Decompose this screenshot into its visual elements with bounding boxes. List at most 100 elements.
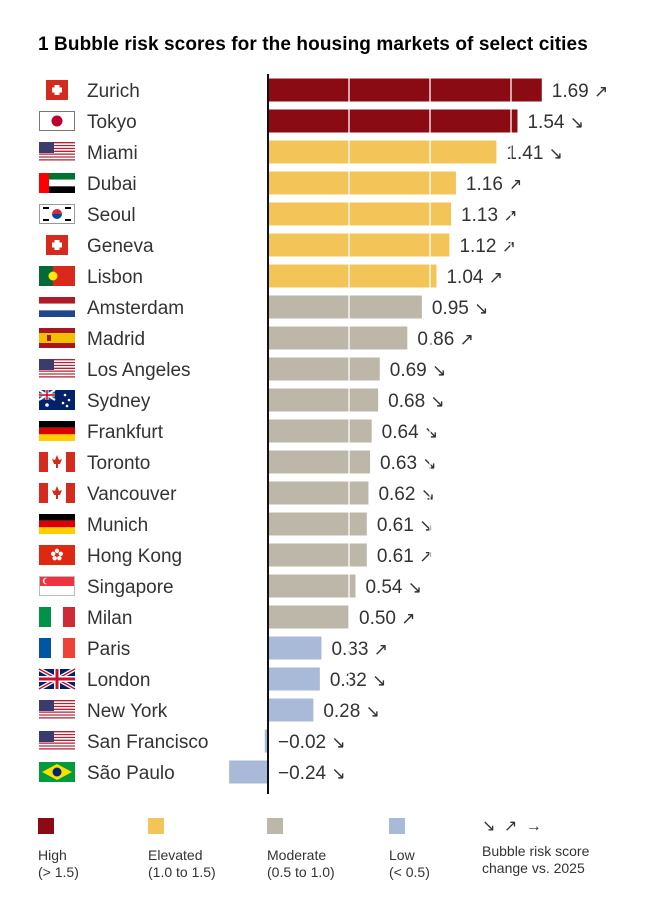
bar-los-angeles [268, 357, 380, 381]
value-label-dubai: 1.16 ↗ [466, 174, 523, 195]
change-arrow-down-icon: ↘ [331, 733, 345, 752]
change-arrow-down-icon: ↘ [474, 299, 488, 318]
city-label-milan: Milan [87, 608, 132, 629]
bar-row-dubai: Dubai 1.16 ↗ [39, 171, 523, 195]
uk-flag-icon [38, 667, 76, 691]
value-label-lisbon: 1.04 ↗ [446, 267, 503, 288]
value-label-milan: 0.50 ↗ [359, 608, 416, 629]
bar-row-zurich: Zurich 1.69 ↗ [46, 78, 609, 102]
bar-row-sao-paulo: São Paulo −0.24 ↘ [39, 760, 346, 784]
change-arrow-down-icon: ↘ [549, 144, 563, 163]
bar-amsterdam [268, 295, 422, 319]
bar-toronto [268, 450, 371, 474]
bar-vancouver [268, 481, 369, 505]
value-label-sao-paulo: −0.24 ↘ [278, 763, 346, 784]
change-arrow-up-icon: ↗ [401, 609, 415, 628]
bar-row-singapore: Singapore 0.54 ↘ [39, 574, 422, 598]
bar-row-seoul: Seoul 1.13 ↗ [39, 202, 518, 226]
bar-lisbon [268, 264, 437, 288]
bar-frankfurt [268, 419, 372, 443]
bar-row-tokyo: Tokyo 1.54 ↘ [39, 109, 584, 133]
change-arrow-up-icon: ↗ [460, 330, 474, 349]
bar-row-new-york: New York 0.28 ↘ [39, 698, 380, 722]
bar-zurich [268, 78, 542, 102]
city-label-singapore: Singapore [87, 577, 174, 598]
bar-sydney [268, 388, 379, 412]
city-label-munich: Munich [87, 515, 148, 536]
change-arrow-down-icon: ↘ [419, 516, 433, 535]
value-label-new-york: 0.28 ↘ [323, 701, 380, 722]
bar-row-vancouver: Vancouver 0.62 ↘ [39, 481, 435, 505]
uae-flag-icon [39, 173, 75, 193]
legend-item-moderate: Moderate (0.5 to 1.0) [267, 818, 335, 881]
change-arrow-up-icon: ↗ [594, 82, 608, 101]
hong-kong-flag-icon [39, 545, 75, 565]
legend-change-arrows-icon: ↘ ↗ → [482, 818, 544, 835]
bar-munich [268, 512, 367, 536]
city-label-san-francisco: San Francisco [87, 732, 208, 753]
canada-flag-icon [39, 452, 75, 472]
value-label-seoul: 1.13 ↗ [461, 205, 518, 226]
value-label-hong-kong: 0.61 ↗ [377, 546, 434, 567]
chart-title: 1 Bubble risk scores for the housing mar… [38, 34, 588, 55]
change-arrow-up-icon: ↗ [502, 237, 516, 256]
usa-flag-icon [39, 142, 75, 162]
legend-change-label-1: Bubble risk score [482, 843, 590, 859]
singapore-flag-icon [39, 576, 75, 596]
portugal-flag-icon [39, 266, 75, 286]
value-label-frankfurt: 0.64 ↘ [382, 422, 439, 443]
change-arrow-up-icon: ↗ [374, 640, 388, 659]
value-label-paris: 0.33 ↗ [331, 639, 388, 660]
change-arrow-down-icon: ↘ [408, 578, 422, 597]
bar-tokyo [268, 109, 518, 133]
south-korea-flag-icon [39, 204, 75, 224]
netherlands-flag-icon [39, 297, 75, 317]
value-label-toronto: 0.63 ↘ [380, 453, 437, 474]
value-label-geneva: 1.12 ↗ [459, 236, 516, 257]
bar-geneva [268, 233, 450, 257]
change-arrow-up-icon: ↗ [419, 547, 433, 566]
change-arrow-down-icon: ↘ [432, 361, 446, 380]
value-label-madrid: 0.86 ↗ [417, 329, 474, 350]
bar-row-lisbon: Lisbon 1.04 ↗ [39, 264, 503, 288]
bar-row-hong-kong: Hong Kong 0.61 ↗ [39, 543, 434, 567]
value-label-london: 0.32 ↘ [330, 670, 387, 691]
value-label-tokyo: 1.54 ↘ [527, 112, 584, 133]
city-label-seoul: Seoul [87, 205, 136, 226]
spain-flag-icon [39, 328, 75, 348]
bar-row-san-francisco: San Francisco −0.02 ↘ [39, 729, 346, 753]
city-label-frankfurt: Frankfurt [87, 422, 164, 443]
switzerland-flag-icon [46, 80, 68, 100]
legend-item-low: Low (< 0.5) [389, 818, 430, 881]
legend-range-low: (< 0.5) [389, 864, 430, 880]
bar-row-munich: Munich 0.61 ↘ [39, 512, 433, 536]
value-label-vancouver: 0.62 ↘ [378, 484, 435, 505]
legend-swatch-elevated [148, 818, 164, 834]
city-label-geneva: Geneva [87, 236, 154, 257]
bar-seoul [268, 202, 452, 226]
change-arrow-up-icon: ↗ [489, 268, 503, 287]
usa-flag-icon [39, 731, 75, 751]
change-arrow-down-icon: ↘ [421, 485, 435, 504]
legend-range-elevated: (1.0 to 1.5) [148, 864, 216, 880]
legend-swatch-moderate [267, 818, 283, 834]
city-label-hong-kong: Hong Kong [87, 546, 182, 567]
legend-item-change: ↘ ↗ → Bubble risk score change vs. 2025 [482, 818, 589, 877]
france-flag-icon [39, 638, 75, 658]
city-label-toronto: Toronto [87, 453, 150, 474]
change-arrow-down-icon: ↘ [424, 423, 438, 442]
value-label-zurich: 1.69 ↗ [552, 81, 609, 102]
city-label-zurich: Zurich [87, 81, 140, 102]
change-arrow-down-icon: ↘ [430, 392, 444, 411]
bar-hong-kong [268, 543, 367, 567]
change-arrow-down-icon: ↘ [366, 702, 380, 721]
city-label-paris: Paris [87, 639, 130, 660]
value-label-sydney: 0.68 ↘ [388, 391, 445, 412]
legend-label-moderate: Moderate [267, 847, 327, 863]
brazil-flag-icon [39, 762, 75, 782]
value-label-miami: 1.41 ↘ [506, 143, 563, 164]
value-label-singapore: 0.54 ↘ [365, 577, 422, 598]
city-label-london: London [87, 670, 150, 691]
city-label-madrid: Madrid [87, 329, 145, 350]
bar-row-geneva: Geneva 1.12 ↗ [46, 233, 516, 257]
